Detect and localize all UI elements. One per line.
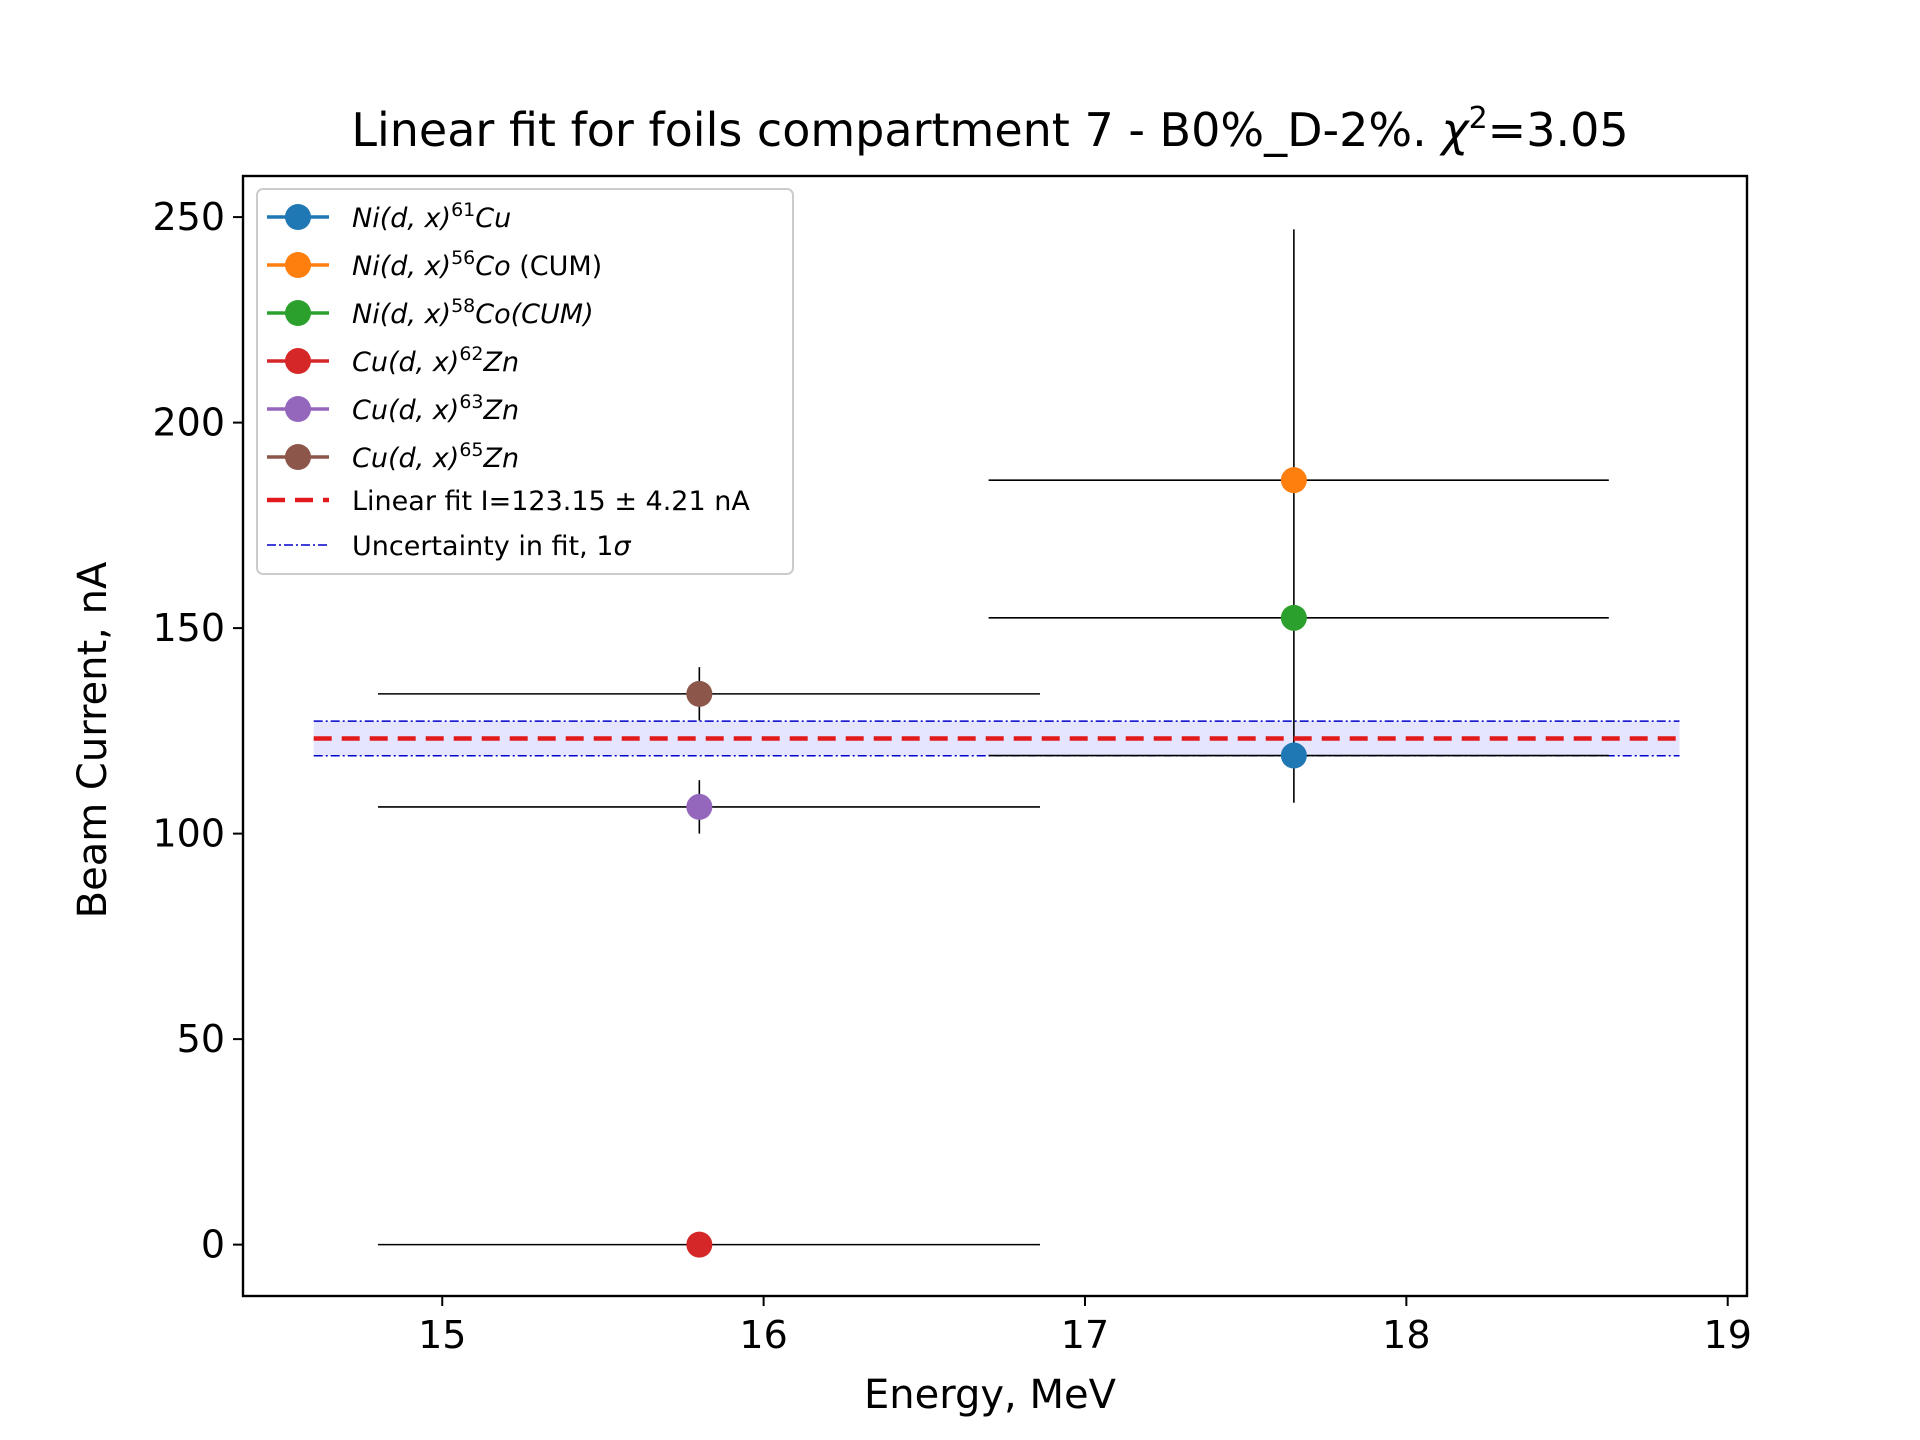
legend-marker-cu62: [285, 348, 311, 374]
legend-marker-ni56: [285, 252, 311, 278]
y-tick-label-3: 150: [152, 606, 225, 650]
data-point-1: [1280, 467, 1307, 494]
x-tick-label-4: 19: [1704, 1313, 1752, 1357]
y-tick-label-1: 50: [177, 1017, 225, 1061]
y-tick-label-5: 250: [152, 195, 225, 239]
data-point-5: [686, 680, 713, 707]
plot-area: 15 16 17 18 19 0 50 100 150 200 250: [152, 174, 1752, 1357]
y-tick-label-0: 0: [201, 1223, 225, 1267]
legend-marker-ni58: [285, 300, 311, 326]
axes-frame: [241, 174, 1749, 1298]
legend-marker-cu63: [285, 396, 311, 422]
chart-title-main: Linear fit for foils compartment 7 - B0%…: [351, 103, 1441, 157]
legend-label-cu65: Cu(d, x)65Zn: [352, 439, 519, 474]
y-axis-label: Beam Current, nA: [70, 561, 116, 918]
x-axis-label: Energy, MeV: [864, 1372, 1117, 1418]
data-point-2: [1280, 604, 1307, 631]
x-tick-label-1: 16: [739, 1313, 787, 1357]
legend-label-cu62: Cu(d, x)62Zn: [352, 343, 519, 378]
chart-title-chi: χ: [1438, 103, 1470, 157]
legend-label-fit: Linear fit I=123.15 ± 4.21 nA: [352, 486, 750, 517]
legend-marker-cu65: [285, 444, 311, 470]
x-tick-label-2: 17: [1061, 1313, 1109, 1357]
legend-label-ni56: Ni(d, x)56Co (CUM): [352, 247, 602, 282]
legend-box: [256, 188, 794, 575]
legend-label-band: Uncertainty in fit, 1σ: [352, 531, 631, 562]
y-tick-label-2: 100: [152, 812, 225, 856]
legend: Ni(d, x)61Cu Ni(d, x)56Co (CUM) Ni(d, x)58…: [256, 188, 794, 575]
legend-marker-ni61: [285, 204, 311, 230]
chart-title: Linear fit for foils compartment 7 - B0%…: [351, 101, 1628, 157]
x-tick-label-0: 15: [418, 1313, 466, 1357]
data-point-4: [686, 793, 713, 820]
legend-label-ni61: Ni(d, x)61Cu: [352, 199, 511, 234]
data-point-0: [1280, 742, 1307, 769]
chart-title-chi-value: =3.05: [1488, 103, 1629, 157]
y-tick-label-4: 200: [152, 401, 225, 445]
legend-label-ni58: Ni(d, x)58Co(CUM): [352, 295, 594, 330]
data-point-3: [686, 1231, 713, 1258]
x-tick-label-3: 18: [1382, 1313, 1430, 1357]
chart-title-chi-sup: 2: [1469, 101, 1488, 136]
legend-label-cu63: Cu(d, x)63Zn: [352, 391, 519, 426]
